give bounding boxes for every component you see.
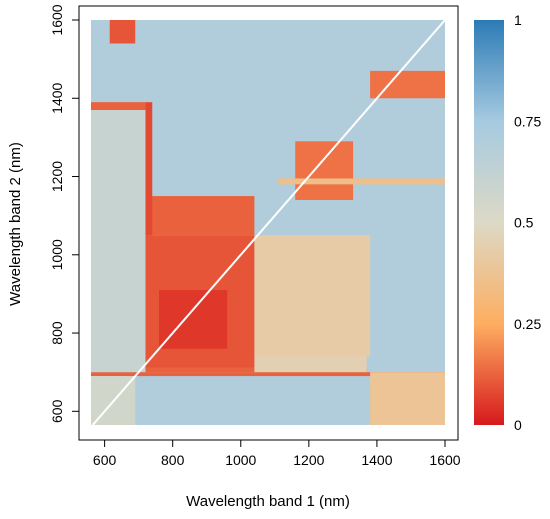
y-tick-label: 1000 [49, 239, 65, 270]
colorbar-tick-label: 0 [514, 417, 522, 433]
heatmap-cell [145, 102, 153, 236]
x-tick-label: 1600 [429, 452, 460, 468]
heatmap-cell [145, 196, 255, 236]
y-axis-title: Wavelength band 2 (nm) [7, 142, 24, 306]
x-tick-label: 800 [161, 452, 185, 468]
x-tick-label: 1400 [361, 452, 392, 468]
heatmap-cell [295, 141, 354, 200]
colorbar-tick-label: 0.5 [514, 215, 534, 231]
x-axis-ticks: 600 800 1000 1200 1400 1600 [93, 440, 461, 468]
heatmap-cell [159, 290, 228, 349]
heatmap-cell [138, 367, 367, 373]
heatmap-cell [91, 110, 146, 373]
heatmap-cell [109, 20, 136, 44]
heatmap-cell [370, 70, 445, 99]
y-tick-label: 1200 [49, 161, 65, 192]
x-tick-label: 1000 [225, 452, 256, 468]
y-tick-label: 800 [49, 321, 65, 345]
diagonal-line [91, 19, 446, 426]
colorbar-tick-label: 0.75 [514, 113, 541, 129]
heatmap-cell [91, 372, 445, 377]
y-tick-label: 600 [49, 399, 65, 423]
heatmap-cell [254, 356, 367, 373]
colorbar-ticks: 0 0.25 0.5 0.75 1 [514, 12, 541, 433]
heatmap-cell [370, 372, 445, 425]
x-tick-label: 600 [93, 452, 117, 468]
heatmap-cell [91, 102, 146, 110]
colorbar-tick-label: 0.25 [514, 316, 541, 332]
colorbar [474, 20, 504, 425]
y-tick-label: 1600 [49, 4, 65, 35]
y-tick-label: 1400 [49, 82, 65, 113]
x-tick-label: 1200 [293, 452, 324, 468]
x-axis-title: Wavelength band 1 (nm) [186, 493, 350, 510]
y-axis-ticks: 600 800 1000 1200 1400 1600 [49, 4, 79, 423]
heatmap-cell [254, 235, 371, 357]
heatmap-cell [278, 178, 445, 185]
colorbar-tick-label: 1 [514, 12, 522, 28]
plot-frame [78, 5, 459, 441]
